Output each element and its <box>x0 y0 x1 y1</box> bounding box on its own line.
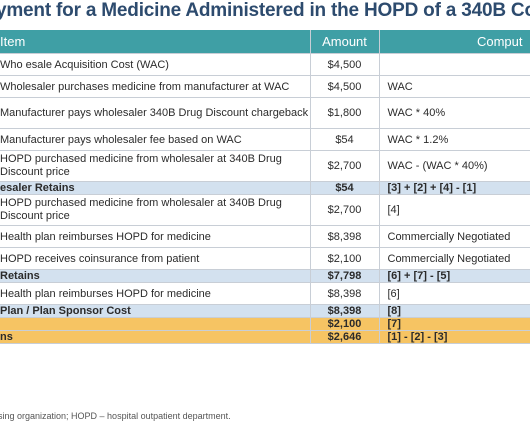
table-row: HOPD receives coinsurance from patient $… <box>0 247 530 270</box>
row-item: Health plan reimburses HOPD for medicine <box>0 225 310 248</box>
row-computation: [3] + [2] + [4] - [1] <box>379 181 530 195</box>
row-amount: $8,398 <box>309 282 380 305</box>
row-computation: [7] <box>379 317 530 331</box>
row-item: Manufacturer pays wholesaler 340B Drug D… <box>0 97 310 129</box>
subtotal-row: Retains $7,798 [6] + [7] - [5] <box>0 269 530 283</box>
row-amount: $7,798 <box>309 269 380 283</box>
row-item: Plan / Plan Sponsor Cost <box>0 304 310 318</box>
payment-table: Item Amount Comput Who esale Acquisition… <box>0 30 530 344</box>
table-title: yment for a Medicine Administered in the… <box>0 0 530 21</box>
row-computation: WAC * 1.2% <box>379 128 530 151</box>
table-row: HOPD purchased medicine from wholesaler … <box>0 150 530 182</box>
row-item: HOPD purchased medicine from wholesaler … <box>0 194 310 226</box>
row-item <box>0 317 310 331</box>
header-item: Item <box>0 30 310 54</box>
subtotal-row: esaler Retains $54 [3] + [2] + [4] - [1] <box>0 181 530 195</box>
total-row: $2,100 [7] <box>0 317 530 331</box>
row-item: HOPD purchased medicine from wholesaler … <box>0 150 310 182</box>
row-item: ns <box>0 330 310 344</box>
row-computation <box>379 53 530 76</box>
row-computation: [6] <box>379 282 530 305</box>
footnote: sing organization; HOPD – hospital outpa… <box>0 411 231 421</box>
header-amount: Amount <box>309 30 380 54</box>
header-computation: Comput <box>379 30 530 54</box>
row-amount: $4,500 <box>309 53 380 76</box>
row-item: Health plan reimburses HOPD for medicine <box>0 282 310 305</box>
row-amount: $54 <box>309 181 380 195</box>
row-computation: [4] <box>379 194 530 226</box>
row-amount: $2,100 <box>309 247 380 270</box>
row-computation: [8] <box>379 304 530 318</box>
row-item: esaler Retains <box>0 181 310 195</box>
row-item: Wholesaler purchases medicine from manuf… <box>0 75 310 98</box>
table-row: HOPD purchased medicine from wholesaler … <box>0 194 530 226</box>
table-row: Manufacturer pays wholesaler fee based o… <box>0 128 530 151</box>
table-header-row: Item Amount Comput <box>0 30 530 54</box>
table-row: Manufacturer pays wholesaler 340B Drug D… <box>0 97 530 129</box>
row-computation: WAC - (WAC * 40%) <box>379 150 530 182</box>
row-computation: WAC * 40% <box>379 97 530 129</box>
row-amount: $8,398 <box>309 225 380 248</box>
row-amount: $8,398 <box>309 304 380 318</box>
table-row: Health plan reimburses HOPD for medicine… <box>0 225 530 248</box>
total-row: ns $2,646 [1] - [2] - [3] <box>0 330 530 344</box>
row-amount: $1,800 <box>309 97 380 129</box>
row-amount: $2,700 <box>309 150 380 182</box>
row-item: Retains <box>0 269 310 283</box>
row-amount: $4,500 <box>309 75 380 98</box>
row-computation: WAC <box>379 75 530 98</box>
table-row: Health plan reimburses HOPD for medicine… <box>0 282 530 305</box>
row-computation: [6] + [7] - [5] <box>379 269 530 283</box>
subtotal-row: Plan / Plan Sponsor Cost $8,398 [8] <box>0 304 530 318</box>
row-amount: $2,700 <box>309 194 380 226</box>
row-amount: $2,100 <box>309 317 380 331</box>
row-computation: Commercially Negotiated <box>379 247 530 270</box>
row-computation: Commercially Negotiated <box>379 225 530 248</box>
row-amount: $54 <box>309 128 380 151</box>
row-computation: [1] - [2] - [3] <box>379 330 530 344</box>
row-item: HOPD receives coinsurance from patient <box>0 247 310 270</box>
row-item: Who esale Acquisition Cost (WAC) <box>0 53 310 76</box>
table-row: Wholesaler purchases medicine from manuf… <box>0 75 530 98</box>
row-amount: $2,646 <box>309 330 380 344</box>
table-row: Who esale Acquisition Cost (WAC) $4,500 <box>0 53 530 76</box>
row-item: Manufacturer pays wholesaler fee based o… <box>0 128 310 151</box>
